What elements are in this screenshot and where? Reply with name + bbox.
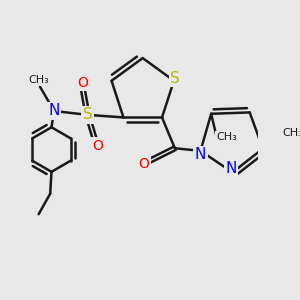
Text: CH₃: CH₃ (216, 132, 237, 142)
Text: CH₃: CH₃ (282, 128, 300, 138)
Text: N: N (48, 103, 60, 118)
Text: S: S (170, 71, 180, 86)
Text: O: O (139, 157, 149, 171)
Text: O: O (77, 76, 88, 90)
Text: S: S (82, 107, 92, 122)
Text: N: N (226, 161, 237, 176)
Text: CH₃: CH₃ (28, 75, 49, 85)
Text: N: N (195, 147, 206, 162)
Text: O: O (92, 139, 103, 153)
